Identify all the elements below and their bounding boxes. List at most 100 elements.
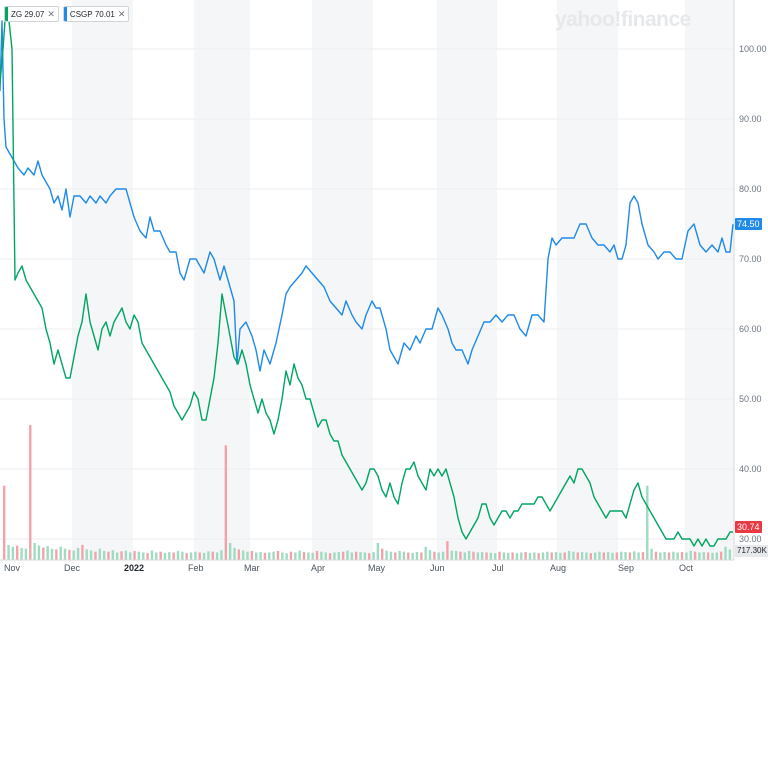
legend-swatch-zg — [5, 7, 8, 21]
x-tick-label: Dec — [64, 563, 81, 573]
volume-bar — [459, 551, 462, 560]
series-line-csgp — [0, 20, 734, 372]
volume-bar — [189, 552, 193, 560]
volume-bar — [224, 445, 227, 560]
volume-bar — [398, 550, 401, 560]
month-band — [72, 0, 133, 560]
y-tick-label: 70.00 — [739, 254, 762, 264]
volume-bar — [689, 550, 692, 560]
volume-bar — [129, 552, 132, 560]
volume-bar — [533, 552, 536, 560]
legend-chip-zg[interactable]: ZG 29.07 ✕ — [4, 6, 59, 22]
volume-bar — [585, 552, 588, 560]
y-axis: 100.00 90.00 80.00 70.00 60.00 50.00 40.00 30.0… — [0, 0, 767, 561]
series-line-zg — [0, 6, 733, 547]
volume-bar — [498, 551, 501, 560]
x-tick-label: May — [368, 563, 386, 573]
volume-bar — [476, 552, 480, 560]
volume-bar — [333, 552, 336, 560]
close-icon[interactable]: ✕ — [47, 8, 55, 19]
month-band — [312, 0, 373, 560]
volume-bar — [711, 552, 714, 560]
volume-bar — [155, 552, 158, 560]
volume-bar — [563, 552, 566, 560]
volume-bar — [255, 552, 258, 560]
legend-chip-csgp[interactable]: CSGP 70.01 ✕ — [62, 6, 130, 22]
volume-bar — [24, 548, 28, 560]
volume-bar — [37, 545, 41, 560]
volume-bar — [133, 550, 136, 560]
volume-bar — [68, 549, 71, 560]
volume-bar — [424, 546, 427, 560]
volume-bar — [433, 551, 436, 560]
volume-bar — [615, 552, 619, 560]
volume-bar — [150, 550, 154, 560]
volume-bar — [637, 552, 640, 560]
volume-bar — [659, 552, 662, 560]
volume-bar — [42, 547, 45, 560]
legend: ZG 29.07 ✕ CSGP 70.01 ✕ — [4, 6, 130, 22]
close-icon[interactable]: ✕ — [117, 8, 126, 19]
volume-bar — [402, 551, 406, 560]
volume-bar — [354, 551, 358, 560]
volume-bar — [33, 542, 36, 560]
volume-bar — [650, 548, 653, 560]
volume-bar — [194, 551, 197, 560]
volume-bar — [554, 552, 558, 560]
volume-bar — [467, 550, 471, 560]
series-lines — [0, 6, 734, 547]
volume-bar — [672, 551, 675, 560]
volume-bar — [472, 551, 475, 560]
volume-bar — [289, 551, 293, 560]
volume-bar — [298, 550, 301, 560]
legend-value-zg: 29.07 — [24, 9, 45, 19]
volume-bar — [46, 546, 49, 560]
volume-bar — [667, 552, 671, 560]
volume-bar — [137, 551, 141, 560]
volume-bar — [215, 552, 219, 560]
volume-bar — [207, 551, 210, 560]
x-tick-label: Apr — [311, 563, 325, 573]
volume-bar — [541, 552, 545, 560]
volume-bar — [324, 552, 327, 560]
volume-bar — [628, 552, 632, 560]
volume-bar — [281, 552, 284, 560]
volume-bar — [233, 547, 236, 560]
x-axis: Nov Dec 2022 Feb Mar Apr May Jun Jul Aug Sep Oct — [4, 563, 694, 573]
volume-bar — [98, 548, 101, 560]
volume-bar — [124, 550, 128, 560]
volume-bar — [559, 552, 562, 560]
volume-bar — [567, 550, 571, 560]
volume-bar — [198, 552, 201, 560]
volume-bar — [441, 551, 445, 560]
volume-bar — [693, 551, 697, 560]
volume-bar — [381, 548, 384, 560]
month-band — [557, 0, 618, 560]
volume-bar — [272, 551, 275, 560]
y-tick-label: 100.00 — [739, 44, 767, 54]
y-tick-label: 40.00 — [739, 464, 762, 474]
volume-bar — [11, 546, 15, 560]
volume-bar — [520, 552, 523, 560]
y-tick-label: 60.00 — [739, 324, 762, 334]
volume-bar — [702, 552, 705, 560]
volume-bar — [728, 549, 732, 560]
zg-last-price-tag: 30.74 — [735, 521, 762, 533]
y-tick-label: 50.00 — [739, 394, 762, 404]
volume-bar — [76, 547, 80, 560]
volume-bar — [285, 553, 288, 560]
volume-bar — [611, 552, 614, 560]
volume-bar — [641, 552, 645, 560]
volume-bar — [546, 551, 549, 560]
legend-swatch-csgp — [63, 7, 67, 21]
month-band — [685, 0, 734, 560]
volume-bar — [50, 548, 54, 560]
x-tick-label: Mar — [244, 563, 260, 573]
volume-bar — [593, 552, 597, 560]
volume-bar — [719, 551, 723, 560]
volume-bar — [602, 552, 606, 560]
y-tick-label: 30.00 — [739, 534, 762, 544]
volume-bar — [163, 552, 167, 560]
yahoo-finance-logo: yahoo!finance — [555, 8, 691, 31]
